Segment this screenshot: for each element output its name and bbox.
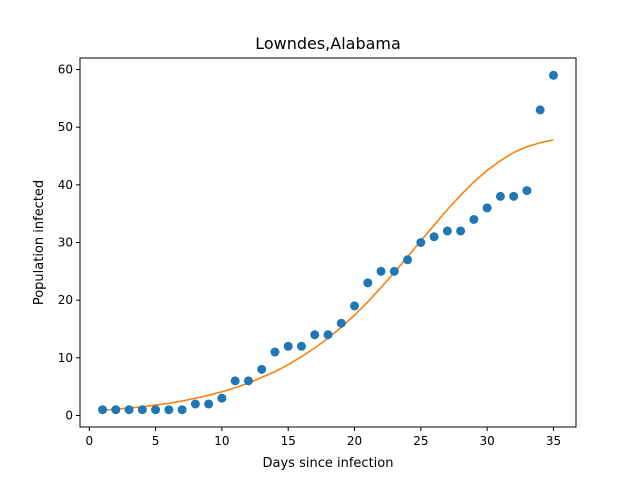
observed-point [336,318,346,328]
observed-point [243,376,253,386]
observed-point [469,214,479,224]
observed-point [257,364,267,374]
observed-point [456,226,466,236]
observed-point [323,330,333,340]
observed-point [442,226,452,236]
y-tick-label: 60 [58,63,73,77]
observed-point [111,405,121,415]
observed-point [98,405,108,415]
observed-point [403,255,413,265]
chart-title: Lowndes,Alabama [255,34,401,53]
y-tick-label: 30 [58,236,73,250]
observed-point [363,278,373,288]
observed-point [151,405,161,415]
observed-point [190,399,200,409]
x-tick-label: 0 [85,434,93,448]
x-tick-label: 20 [347,434,362,448]
observed-point [204,399,214,409]
x-tick-label: 15 [281,434,296,448]
observed-point [350,301,360,311]
x-tick-label: 10 [214,434,229,448]
x-axis: 0 5 10 15 20 25 30 35 [85,427,561,448]
y-tick-label: 20 [58,293,73,307]
observed-point [230,376,240,386]
observed-point [509,191,519,201]
y-tick-label: 50 [58,120,73,134]
observed-point [376,266,386,276]
observed-point [177,405,187,415]
plot-area [98,70,558,415]
observed-point [495,191,505,201]
x-tick-label: 30 [480,434,495,448]
observed-point [389,266,399,276]
observed-point [535,105,545,115]
observed-point [137,405,147,415]
observed-point [522,186,532,196]
observed-point [548,70,558,80]
y-tick-label: 10 [58,351,73,365]
observed-point [416,238,426,247]
y-axis-label: Population infected [32,180,47,305]
observed-point [283,341,293,351]
observed-point [164,405,174,415]
x-tick-label: 5 [152,434,160,448]
observed-point [296,341,306,351]
observed-point [429,232,439,242]
y-tick-label: 40 [58,178,73,192]
y-tick-label: 0 [65,408,73,422]
x-tick-label: 35 [546,434,561,448]
observed-point [482,203,492,213]
observed-point [217,393,227,403]
observed-point [270,347,280,357]
y-axis: 0 10 20 30 40 50 60 [58,63,80,422]
x-axis-label: Days since infection [263,456,394,471]
observed-point [310,330,320,340]
x-tick-label: 25 [413,434,428,448]
observed-point [124,405,134,415]
